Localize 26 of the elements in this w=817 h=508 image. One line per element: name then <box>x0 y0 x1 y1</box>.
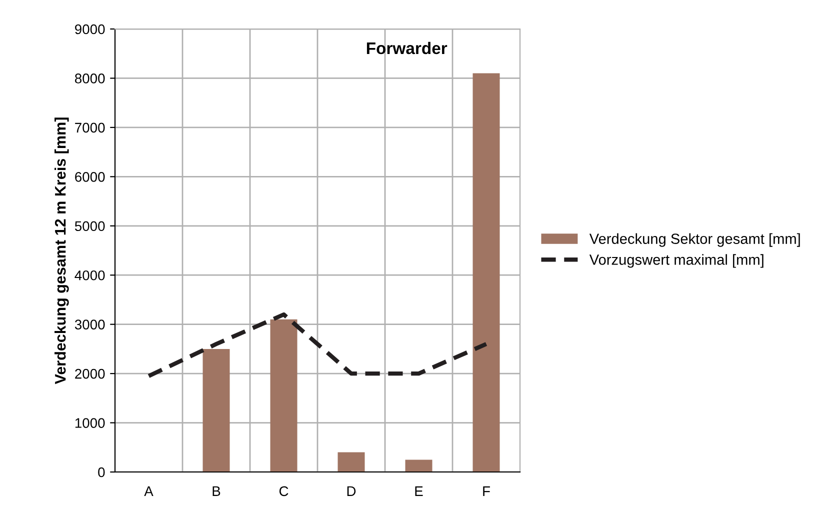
y-tick-label: 6000 <box>75 172 105 182</box>
bar <box>270 319 298 472</box>
y-tick-label: 2000 <box>75 368 105 379</box>
text: Forwarder <box>366 42 448 54</box>
y-tick-label: 5000 <box>74 221 105 232</box>
x-tick-label: E <box>415 486 423 496</box>
x-tick-label: F <box>483 486 490 496</box>
y-tick-label: 1000 <box>75 418 105 428</box>
legend-label: Vorzugswert maximal [mm] <box>589 254 764 268</box>
y-tick-label: 7000 <box>75 122 105 133</box>
y-tick-label: 3000 <box>74 320 105 330</box>
bar <box>405 460 432 472</box>
bar <box>202 348 230 472</box>
legend-label: Verdeckung Sektor gesamt [mm] <box>589 233 800 247</box>
line-series <box>146 312 488 378</box>
y-tick-label: 8000 <box>74 74 105 84</box>
y-tick-label: 0 <box>98 467 105 478</box>
y-tick-label: 4000 <box>74 270 105 280</box>
bar <box>472 73 500 472</box>
x-tick-label: D <box>347 486 356 496</box>
y-axis-title: Verdeckung gesamt 12 m Kreis [mm] <box>54 118 69 384</box>
x-tick-label: B <box>212 486 220 496</box>
x-tick-label: A <box>144 486 154 496</box>
bar <box>338 452 365 472</box>
x-tick-label: C <box>279 486 288 496</box>
y-tick-label: 9000 <box>75 24 105 34</box>
